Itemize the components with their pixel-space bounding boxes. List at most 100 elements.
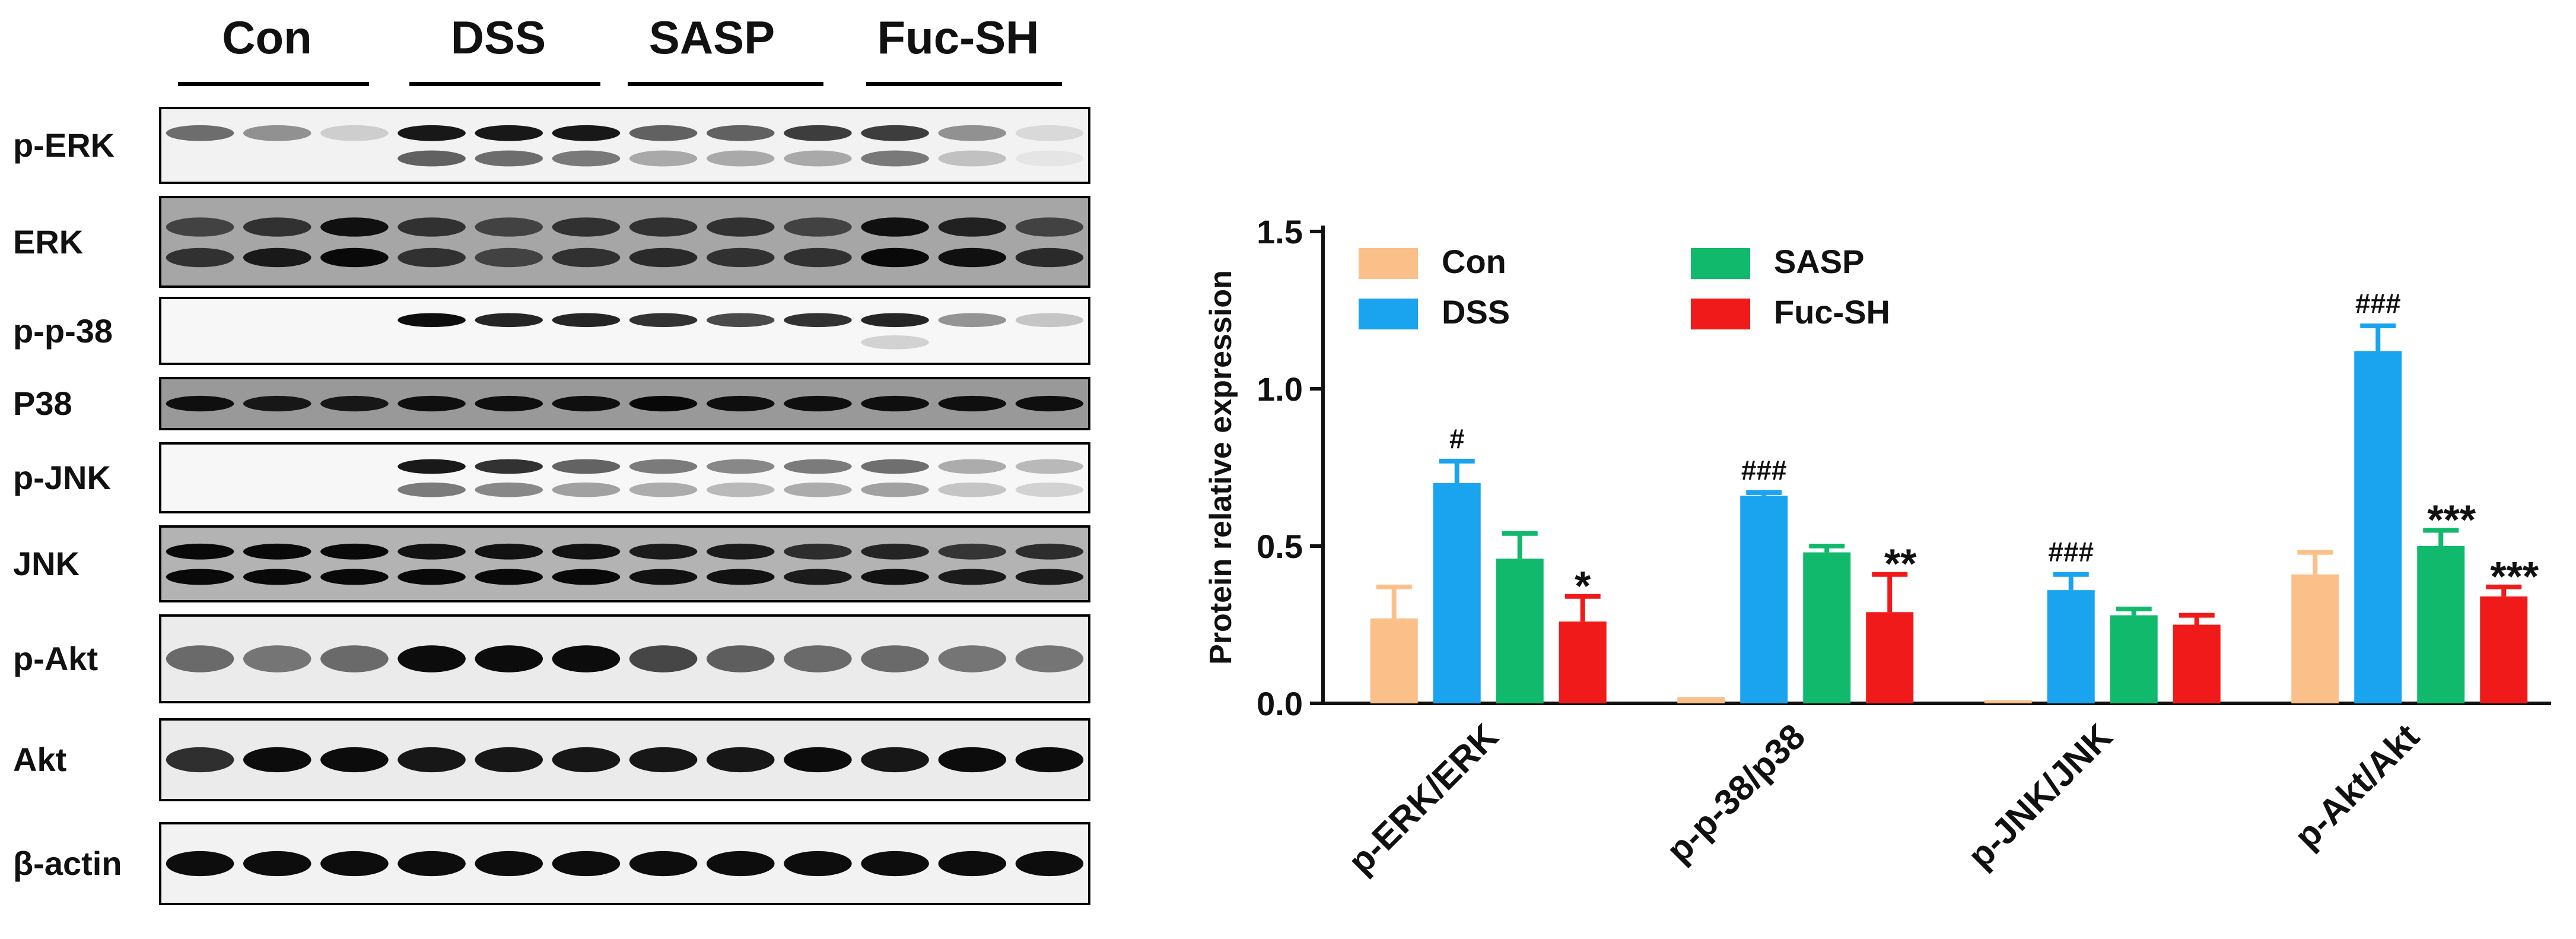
x-tick-label: p-Akt/Akt [2287, 716, 2427, 856]
blot-band [629, 569, 698, 585]
blot-band [243, 395, 311, 412]
bar [2291, 574, 2339, 703]
legend-swatch [1359, 248, 1418, 279]
bar [2173, 624, 2221, 703]
group-label-con: Con [222, 11, 312, 64]
blot-band [166, 248, 234, 268]
blot-band [397, 217, 466, 237]
bar [2480, 596, 2528, 703]
blot-band [475, 313, 543, 328]
western-blot-panel: Con DSS SASP Fuc-SH p-ERK ERK p-p-38 P38 p-J… [0, 0, 1127, 939]
blot-band [784, 482, 852, 497]
blot-band [320, 217, 389, 237]
blot-row-label: p-p-38 [13, 312, 113, 350]
blot-band [938, 459, 1007, 474]
blot-band [861, 543, 929, 560]
blot-band [938, 217, 1007, 237]
blot-frame [159, 297, 1090, 365]
blot-band [706, 313, 775, 328]
blot-band [475, 395, 543, 412]
blot-band [320, 543, 389, 560]
blot-band [938, 569, 1007, 585]
blot-row-label: P38 [13, 385, 72, 422]
blot-image [161, 617, 1088, 701]
blot-band [320, 569, 389, 585]
bar [2047, 590, 2095, 703]
blot-band [397, 851, 466, 877]
legend-swatch [1691, 248, 1750, 279]
blot-band [475, 125, 543, 141]
blot-row-label: p-Akt [13, 640, 98, 677]
blot-band [552, 395, 621, 412]
blot-row-label: ERK [13, 223, 84, 261]
blot-image [161, 445, 1088, 511]
blot-band [1015, 747, 1084, 773]
blot-band [320, 125, 389, 141]
blot-band [243, 747, 311, 773]
blot-band [629, 851, 698, 877]
blot-image [161, 198, 1088, 285]
blot-band [320, 747, 389, 773]
blot-band [706, 851, 775, 877]
blot-band [861, 569, 929, 585]
blot-band [552, 747, 621, 773]
blot-band [629, 645, 698, 672]
blot-band [629, 543, 698, 560]
blot-band [1015, 150, 1084, 167]
blot-band [861, 459, 929, 474]
blot-background [161, 379, 1088, 428]
blot-band [1015, 543, 1084, 560]
blot-band [397, 543, 466, 560]
blot-background [161, 528, 1088, 600]
blot-band [552, 125, 621, 141]
blot-band [629, 482, 698, 497]
significance-label: ** [1884, 541, 1917, 587]
bar [1496, 559, 1544, 703]
blot-band [1015, 851, 1084, 877]
blot-band [938, 248, 1007, 268]
blot-band [475, 569, 543, 585]
blot-band [706, 645, 775, 672]
blot-band [861, 645, 929, 672]
y-tick-label: 0.0 [1257, 685, 1303, 722]
blot-band [706, 459, 775, 474]
blot-band [243, 569, 311, 585]
blot-row-label: JNK [13, 545, 80, 582]
blot-band [938, 851, 1007, 877]
blot-band [629, 248, 698, 268]
blot-band [552, 543, 621, 560]
group-label-sasp: SASP [648, 11, 775, 64]
blot-band [784, 459, 852, 474]
group-label-fuc-sh: Fuc-SH [877, 11, 1039, 64]
blot-band [397, 125, 466, 141]
blot-band [475, 150, 543, 167]
blot-band [552, 569, 621, 585]
blot-row-label: p-JNK [13, 459, 111, 496]
group-underline-fuc-sh [866, 82, 1062, 86]
blot-band [938, 313, 1007, 328]
blot-band [397, 747, 466, 773]
blot-band [552, 482, 621, 497]
blot-band [1015, 313, 1084, 328]
blot-frame [159, 718, 1090, 801]
blot-band [320, 248, 389, 268]
blot-band [629, 313, 698, 328]
blot-band [552, 313, 621, 328]
blot-band [706, 248, 775, 268]
blot-frame [159, 196, 1090, 288]
blot-image [161, 528, 1088, 600]
blot-band [166, 747, 234, 773]
blot-background [161, 198, 1088, 285]
blot-band [475, 851, 543, 877]
blot-band [1015, 248, 1084, 268]
blot-band [784, 851, 852, 877]
blot-band [1015, 217, 1084, 237]
blot-band [784, 313, 852, 328]
blot-band [475, 459, 543, 474]
blot-background [161, 109, 1088, 182]
blot-band [166, 851, 234, 877]
blot-band [784, 645, 852, 672]
blot-band [320, 395, 389, 412]
blot-band [629, 747, 698, 773]
blot-band [397, 482, 466, 497]
